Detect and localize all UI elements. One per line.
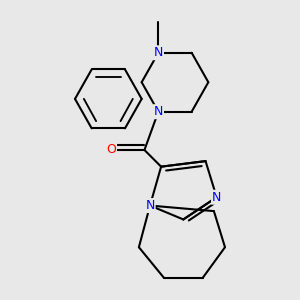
Text: O: O [106,143,116,157]
Text: N: N [145,199,155,212]
Text: N: N [154,105,163,118]
Text: N: N [212,191,221,204]
Text: N: N [154,46,163,59]
